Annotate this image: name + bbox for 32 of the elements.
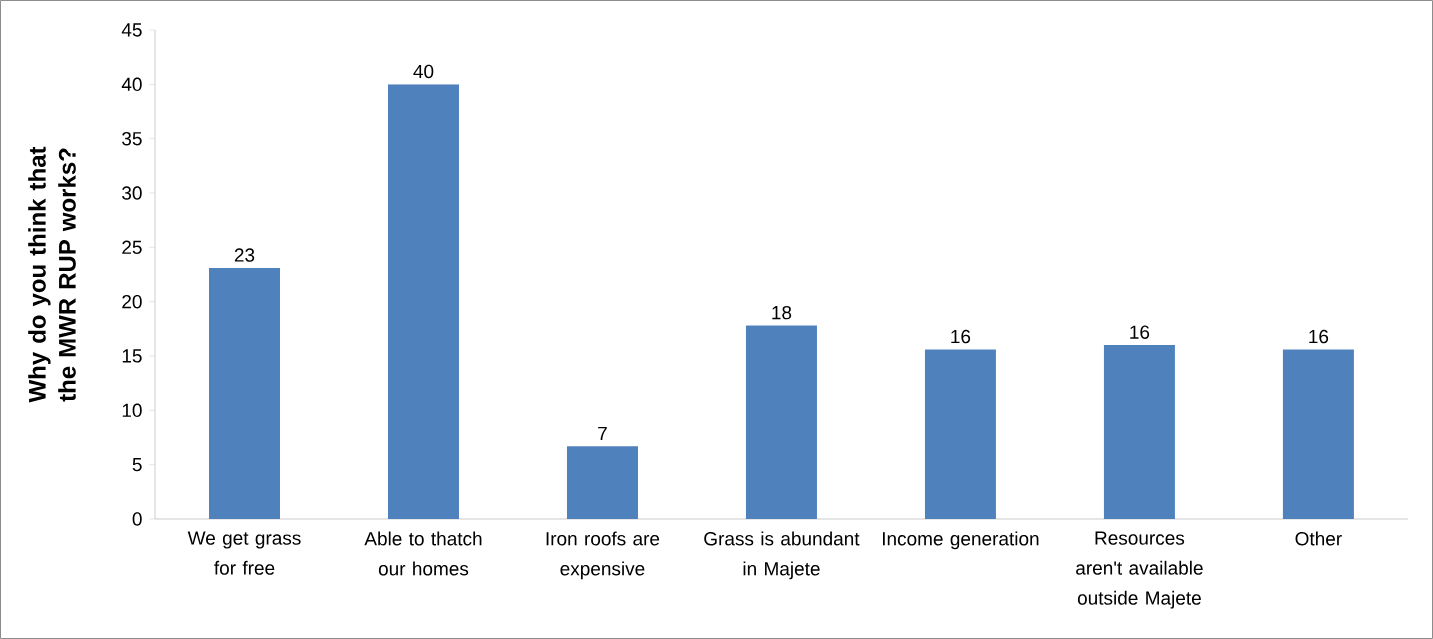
bar: [1282, 349, 1354, 519]
bar: [209, 267, 280, 519]
x-tick-label: Grass is abundant in Majete: [704, 531, 860, 580]
y-tick-label: 10: [122, 403, 142, 418]
data-label: 16: [1309, 329, 1329, 344]
data-label: 40: [413, 64, 434, 79]
y-tick-label: 0: [132, 512, 142, 526]
data-label: 7: [598, 426, 607, 440]
x-tick-label: We get grass for free: [187, 531, 301, 575]
x-tick-label: Resources aren't available outside Majete: [1076, 531, 1203, 609]
y-tick-label: 30: [122, 186, 142, 200]
y-axis-title: Why do you think that the MWR RUP works?: [28, 146, 76, 403]
x-tick-label: Iron roofs are expensive: [546, 531, 660, 580]
y-tick-label: 15: [122, 349, 142, 363]
bar: [745, 325, 817, 519]
data-label: 23: [234, 248, 255, 262]
data-label: 18: [772, 305, 792, 320]
y-tick-label: 40: [121, 77, 142, 92]
y-tick-label: 45: [121, 23, 142, 37]
bar: [566, 446, 638, 519]
y-tick-label: 35: [122, 131, 142, 146]
x-tick-label: Able to thatch our homes: [364, 531, 482, 576]
y-tick-label: 25: [122, 240, 142, 255]
x-tick-label: Other: [1295, 531, 1342, 546]
data-label: 16: [1130, 325, 1150, 339]
y-tick-label: 5: [132, 458, 142, 472]
x-tick-label: Income generation: [882, 531, 1039, 550]
bar: [387, 84, 459, 519]
data-label: 16: [951, 329, 971, 344]
y-tick-label: 20: [122, 294, 142, 309]
bar: [924, 349, 996, 519]
bar: [1103, 345, 1175, 519]
